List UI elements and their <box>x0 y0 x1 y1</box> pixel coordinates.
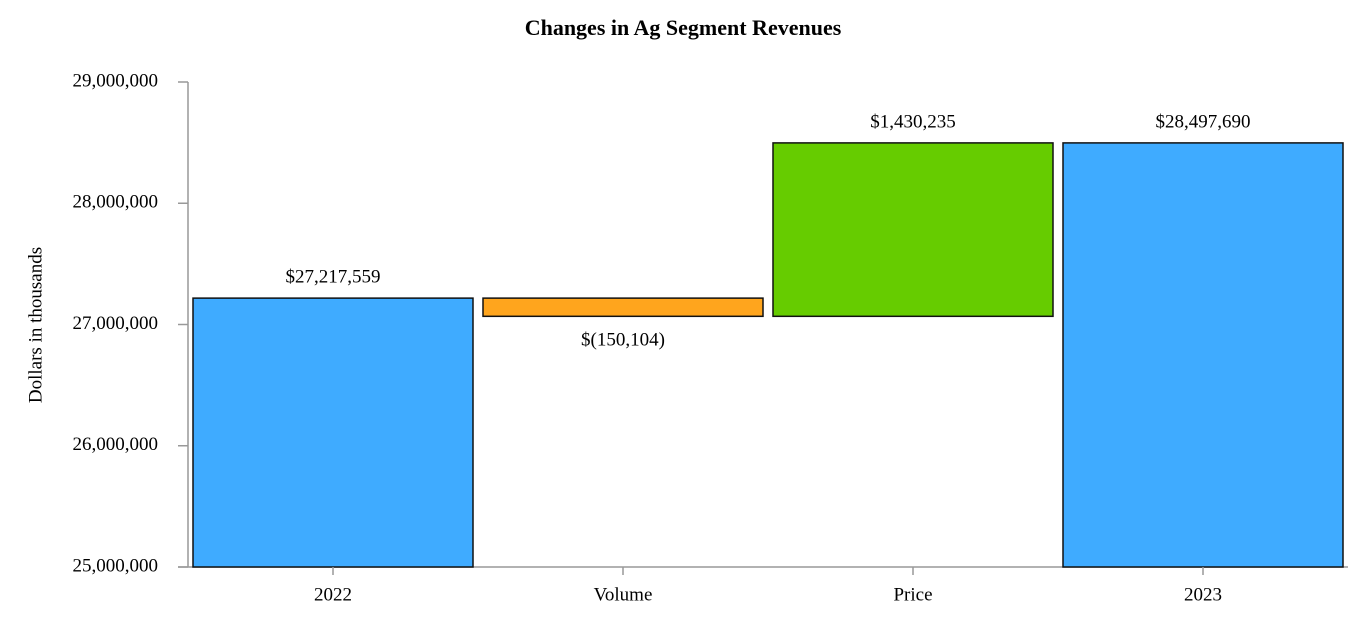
y-axis-label: Dollars in thousands <box>25 247 46 403</box>
y-tick-label: 29,000,000 <box>73 70 159 91</box>
chart-title: Changes in Ag Segment Revenues <box>525 15 842 40</box>
x-tick-label: 2022 <box>314 584 352 605</box>
y-tick-label: 25,000,000 <box>73 555 159 576</box>
value-label: $(150,104) <box>581 330 665 351</box>
bar <box>482 297 764 318</box>
x-tick-label: 2023 <box>1184 584 1222 605</box>
bar <box>192 297 474 568</box>
value-label: $27,217,559 <box>286 266 381 287</box>
bar <box>772 142 1054 318</box>
bar <box>1062 142 1344 568</box>
y-tick-label: 28,000,000 <box>73 192 159 213</box>
value-label: $28,497,690 <box>1156 111 1251 132</box>
y-tick-label: 26,000,000 <box>73 434 159 455</box>
x-tick-label: Volume <box>594 584 653 605</box>
value-label: $1,430,235 <box>870 111 956 132</box>
x-tick-label: Price <box>893 584 932 605</box>
y-tick-label: 27,000,000 <box>73 313 159 334</box>
